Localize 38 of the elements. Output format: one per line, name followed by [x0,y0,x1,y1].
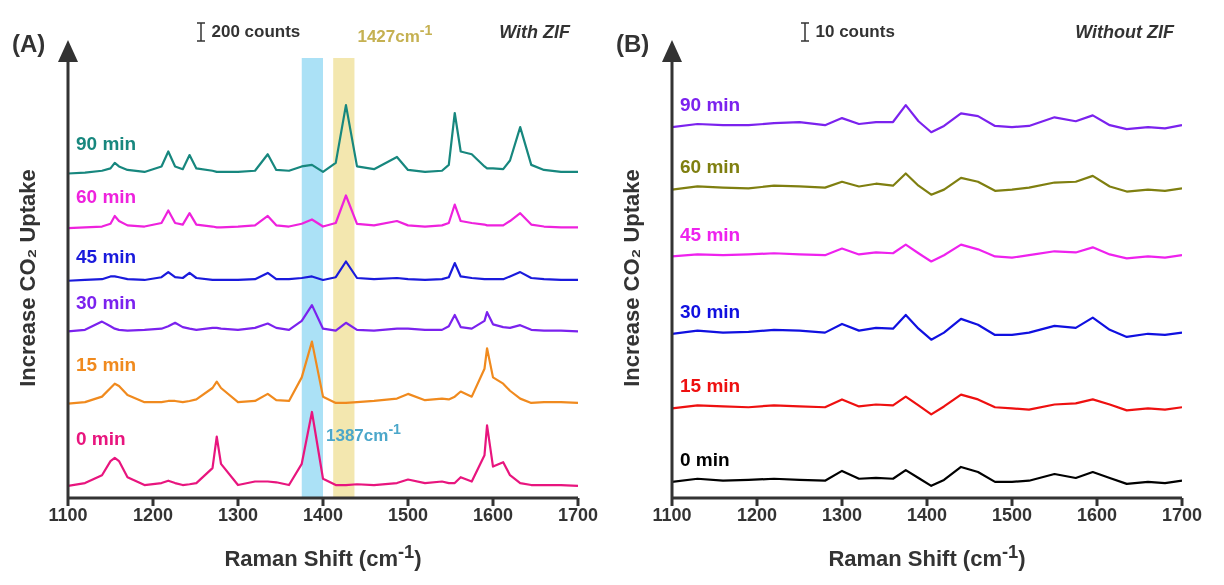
band-label: 1387cm$^{-1}$ [326,421,401,446]
series-label: 90 min [680,94,741,116]
x-tick-label: 1400 [906,504,948,525]
x-axis-title: Raman Shift (cm$^{-1}$) [827,541,1027,573]
band-label: 1427cm$^{-1}$ [357,22,433,47]
x-tick-label: 1500 [991,504,1033,525]
series-label: 0 min [76,427,126,450]
series-label: 45 min [680,224,741,247]
series-label: 60 min [76,185,137,208]
text: 200 counts [211,22,301,42]
x-tick-label: 1100 [652,504,692,525]
x-tick-label: 1700 [1161,504,1203,525]
series-label: 90 min [76,132,137,155]
series-label: 30 min [76,291,137,314]
x-axis-title: Raman Shift (cm$^{-1}$) [223,541,423,573]
x-tick-label: 1600 [1076,504,1118,525]
series-label: 45 min [76,246,137,269]
x-tick-label: 1200 [736,504,778,525]
x-tick-label: 1300 [821,504,863,525]
x-tick-label: 1100 [48,504,88,525]
series-label: 30 min [680,300,741,323]
y-axis-title: Increase CO₂ Uptake [619,169,645,387]
series-label: 0 min [680,448,730,471]
x-tick-label: 1400 [302,504,344,525]
chart-title: (A) [12,30,46,58]
x-tick-label: 1600 [472,504,514,525]
text: With ZIF [499,22,570,43]
text: 10 counts [815,22,895,42]
chart-title: (B) [616,30,650,58]
text: Without ZIF [1075,22,1174,43]
series-label: 15 min [76,353,137,376]
series-label: 60 min [680,156,741,179]
y-axis-title: Increase CO₂ Uptake [15,169,41,387]
x-tick-label: 1500 [387,504,429,525]
x-tick-label: 1700 [557,504,599,525]
x-tick-label: 1200 [132,504,174,525]
series-label: 15 min [680,375,741,398]
x-tick-label: 1300 [217,504,259,525]
